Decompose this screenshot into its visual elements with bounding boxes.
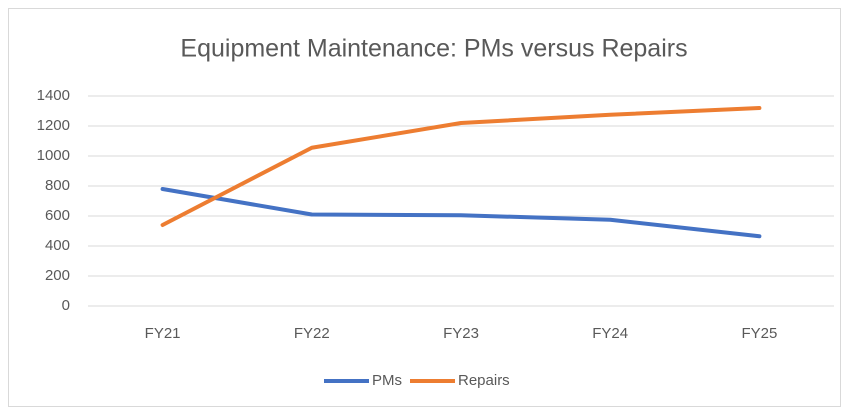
y-tick-label: 400 [45, 237, 70, 254]
legend-label: Repairs [458, 372, 510, 389]
y-tick-label: 600 [45, 207, 70, 224]
chart-border [8, 8, 841, 407]
series-line [160, 106, 762, 227]
x-tick-label: FY21 [145, 325, 181, 342]
y-tick-label: 0 [62, 297, 70, 314]
x-tick-label: FY23 [443, 325, 479, 342]
chart-title: Equipment Maintenance: PMs versus Repair… [180, 35, 687, 63]
y-tick-label: 800 [45, 177, 70, 194]
x-tick-label: FY24 [592, 325, 628, 342]
legend-label: PMs [372, 372, 402, 389]
y-tick-label: 1200 [37, 117, 70, 134]
x-tick-label: FY25 [741, 325, 777, 342]
series-line [160, 187, 762, 239]
x-tick-label: FY22 [294, 325, 330, 342]
y-tick-label: 1000 [37, 147, 70, 164]
y-tick-label: 1400 [37, 87, 70, 104]
y-tick-label: 200 [45, 267, 70, 284]
